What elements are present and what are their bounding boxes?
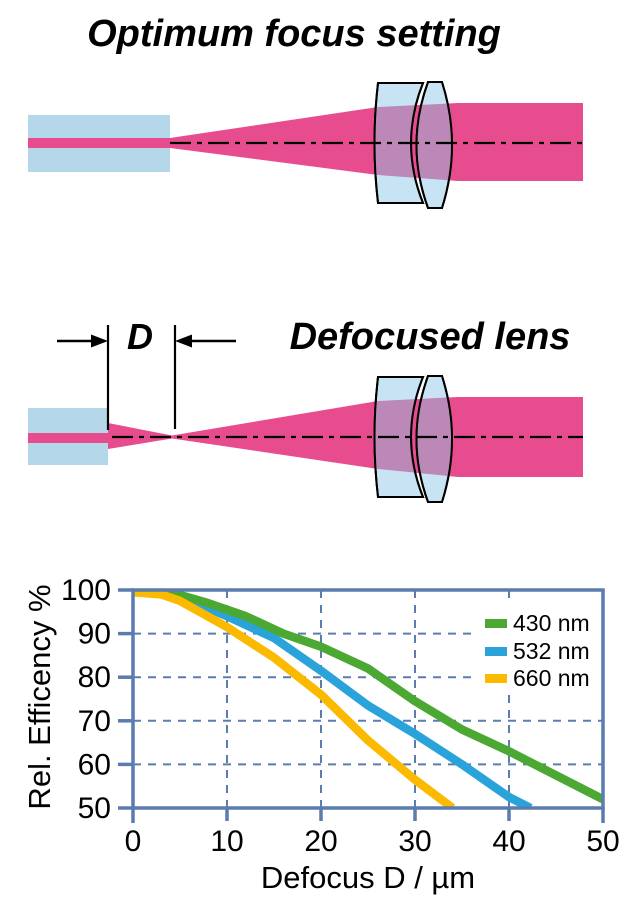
chart-curves <box>133 589 603 809</box>
arrow-left-head <box>91 334 108 348</box>
x-axis-label: Defocus D / µm <box>261 860 475 895</box>
y-tick-label-50: 50 <box>78 792 111 825</box>
x-tick-label-40: 40 <box>492 825 525 858</box>
chart-legend: 430 nm 532 nm 660 nm <box>477 602 605 694</box>
y-tick-label-60: 60 <box>78 748 111 781</box>
x-tick-label-10: 10 <box>210 825 243 858</box>
arrow-right-head <box>175 334 192 348</box>
curve-430nm <box>133 589 603 804</box>
x-tick-label-30: 30 <box>398 825 431 858</box>
legend-label-532nm: 532 nm <box>513 638 590 664</box>
x-tick-label-20: 20 <box>304 825 337 858</box>
x-tick-label-0: 0 <box>125 825 142 858</box>
y-axis-label: Rel. Efficency % <box>22 584 57 809</box>
legend-swatch-430nm <box>485 619 507 628</box>
defocused-lens-diagram: Defocused lens D <box>28 316 583 503</box>
curve-532nm <box>133 589 533 809</box>
fiber-core <box>28 433 108 443</box>
legend-label-660nm: 660 nm <box>513 665 590 691</box>
x-tick-label-50: 50 <box>586 825 619 858</box>
curve-660nm <box>133 589 456 809</box>
defocus-distance-label: D <box>127 316 153 357</box>
y-tick-label-90: 90 <box>78 618 111 651</box>
chart-tick-marks <box>118 588 511 821</box>
fiber-core <box>28 138 170 148</box>
efficiency-chart: 430 nm 532 nm 660 nm 0 10 20 30 40 50 100 90 80 7… <box>22 574 620 895</box>
chart-tick-labels: 0 10 20 30 40 50 100 90 80 70 60 50 <box>61 574 620 858</box>
y-tick-label-80: 80 <box>78 661 111 694</box>
defocused-lens-title: Defocused lens <box>290 316 571 358</box>
defocus-dimension: D <box>57 316 236 430</box>
y-tick-label-70: 70 <box>78 705 111 738</box>
optimum-focus-diagram: Optimum focus setting <box>28 13 583 209</box>
chart-frame <box>131 588 605 823</box>
lens-outlines <box>373 81 453 209</box>
y-tick-label-100: 100 <box>61 574 111 607</box>
lens-outlines <box>373 375 453 503</box>
legend-swatch-532nm <box>485 647 507 656</box>
optimum-focus-title: Optimum focus setting <box>87 13 501 55</box>
legend-label-430nm: 430 nm <box>513 610 590 636</box>
legend-swatch-660nm <box>485 674 507 683</box>
